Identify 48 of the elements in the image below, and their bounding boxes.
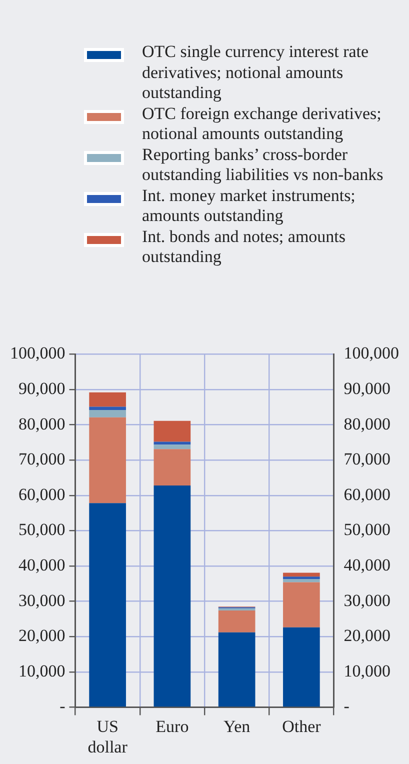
bar (89, 503, 126, 707)
y-tick-label: - (60, 696, 66, 716)
y2-tick-label: 30,000 (344, 590, 390, 610)
y-tick-label: 30,000 (18, 590, 66, 610)
y2-tick-label: 100,000 (344, 344, 399, 363)
y-tick-label: 80,000 (18, 414, 66, 434)
y2-tick-label: 20,000 (344, 626, 390, 646)
bar (89, 417, 126, 504)
bar (89, 392, 126, 407)
bar (154, 444, 191, 450)
y2-tick-label: 50,000 (344, 520, 390, 540)
y-tick-label: 40,000 (18, 555, 66, 574)
bar (154, 486, 191, 707)
legend-label: Int. money market instruments; amounts outstanding (142, 186, 356, 226)
x-tick-label: US dollar (88, 716, 128, 756)
y2-tick-label: 40,000 (344, 555, 390, 574)
bar (218, 632, 256, 707)
bar (154, 442, 191, 445)
y2-tick-label: 80,000 (344, 414, 390, 434)
bar (283, 582, 320, 628)
x-tick-label: Yen (224, 716, 251, 736)
bar (89, 406, 126, 410)
x-tick-label: Euro (156, 716, 189, 736)
y2-tick-label: 70,000 (344, 450, 390, 469)
y-tick-label: 90,000 (18, 378, 66, 398)
bar (283, 627, 320, 707)
bar (154, 449, 191, 486)
y2-tick-label: 10,000 (344, 661, 390, 680)
y2-tick-label: 90,000 (344, 378, 390, 398)
legend-label: Reporting banks’ cross-border outstanding liabilities vs non-banks (142, 144, 384, 186)
y-tick-label: 100,000 (10, 344, 66, 363)
bar (89, 410, 126, 418)
y-tick-label: 60,000 (18, 484, 66, 504)
bar (283, 572, 320, 577)
legend-label: OTC foreign exchange derivatives; notional amounts outstanding (142, 104, 382, 144)
y-tick-label: 20,000 (18, 626, 66, 646)
y2-tick-label: 60,000 (344, 484, 390, 504)
y2-tick-label: - (344, 696, 350, 716)
y-tick-label: 50,000 (18, 520, 66, 540)
bar (283, 576, 320, 580)
legend-label: OTC single currency interest rate derivatives; notional amounts outstanding (142, 42, 370, 104)
y-tick-label: 10,000 (18, 661, 66, 680)
bar (283, 579, 320, 582)
bar (154, 420, 191, 442)
legend-label: Int. bonds and notes; amounts outstanding (142, 226, 347, 268)
x-tick-label: Other (282, 716, 322, 736)
bar (218, 610, 256, 632)
y-tick-label: 70,000 (18, 450, 66, 469)
